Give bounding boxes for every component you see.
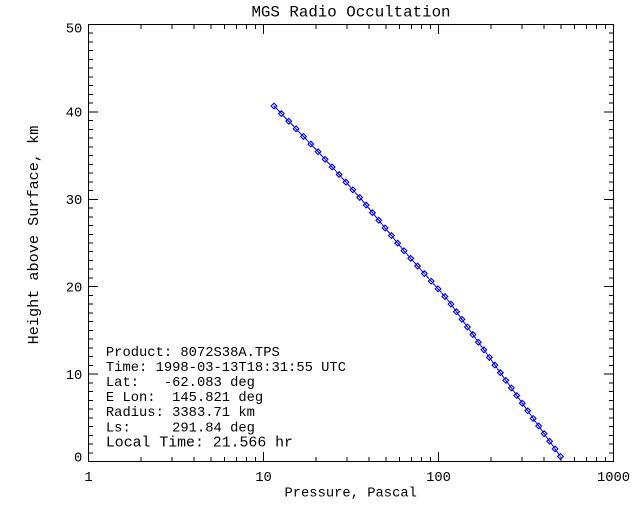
svg-text:100: 100 xyxy=(426,471,451,486)
svg-text:0: 0 xyxy=(74,451,82,466)
svg-text:20: 20 xyxy=(66,281,83,296)
svg-text:1: 1 xyxy=(84,471,92,486)
svg-text:10: 10 xyxy=(255,471,272,486)
svg-text:50: 50 xyxy=(66,23,83,38)
svg-text:Time: 1998-03-13T18:31:55 UTC: Time: 1998-03-13T18:31:55 UTC xyxy=(106,360,346,376)
svg-text:Local Time: 21.566 hr: Local Time: 21.566 hr xyxy=(106,435,293,451)
svg-text:1000: 1000 xyxy=(597,471,630,486)
svg-text:Pressure, Pascal: Pressure, Pascal xyxy=(284,485,416,501)
svg-text:MGS Radio Occultation: MGS Radio Occultation xyxy=(251,3,450,21)
svg-text:Radius: 3383.71 km: Radius: 3383.71 km xyxy=(106,405,255,421)
svg-text:Ls: 291.84 deg: Ls: 291.84 deg xyxy=(106,420,255,436)
svg-text:E Lon: 145.821 deg: E Lon: 145.821 deg xyxy=(106,390,263,406)
svg-text:10: 10 xyxy=(66,369,83,384)
svg-text:40: 40 xyxy=(66,107,83,122)
svg-text:Product: 8072S38A.TPS: Product: 8072S38A.TPS xyxy=(106,345,280,361)
svg-text:Lat: -62.083 deg: Lat: -62.083 deg xyxy=(106,375,255,391)
svg-text:30: 30 xyxy=(66,194,83,209)
svg-text:Height above Surface, km: Height above Surface, km xyxy=(25,126,43,345)
